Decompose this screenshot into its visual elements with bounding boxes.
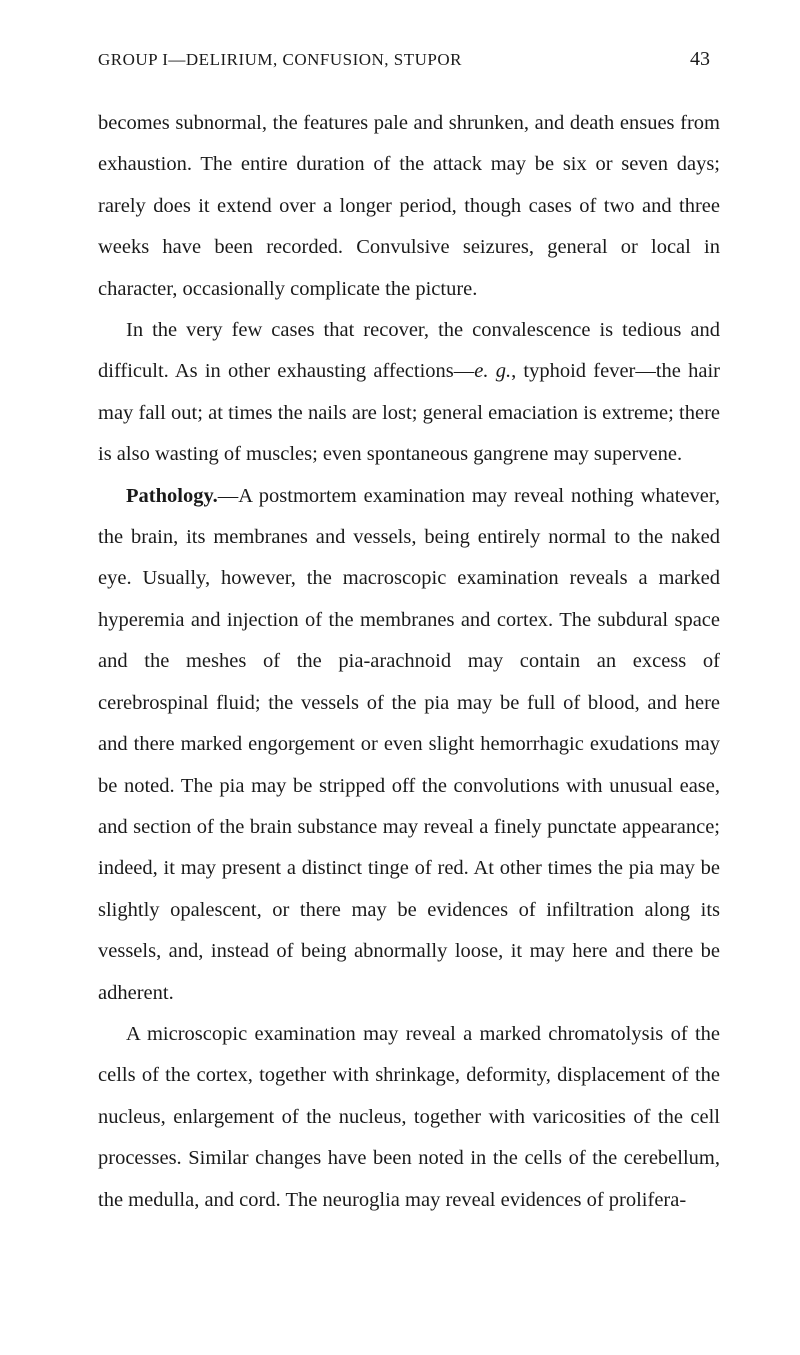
paragraph-4-text: A microscopic examination may reveal a m… (98, 1023, 720, 1211)
body-content: becomes subnormal, the features pale and… (98, 103, 720, 1221)
paragraph-3: Pathology.—A postmortem examination may … (98, 476, 720, 1014)
page-number: 43 (690, 48, 710, 71)
paragraph-2-italic: e. g. (474, 360, 511, 382)
header-title: GROUP I—DELIRIUM, CONFUSION, STUPOR (98, 50, 462, 70)
paragraph-1-text: becomes subnormal, the features pale and… (98, 112, 720, 300)
paragraph-1: becomes subnormal, the features pale and… (98, 103, 720, 310)
paragraph-4: A microscopic examination may reveal a m… (98, 1014, 720, 1221)
paragraph-3-heading: Pathology. (126, 485, 218, 507)
paragraph-3-text: —A postmortem examination may reveal not… (98, 485, 720, 1004)
paragraph-2: In the very few cases that recover, the … (98, 310, 720, 476)
page-header: GROUP I—DELIRIUM, CONFUSION, STUPOR 43 (98, 48, 720, 71)
